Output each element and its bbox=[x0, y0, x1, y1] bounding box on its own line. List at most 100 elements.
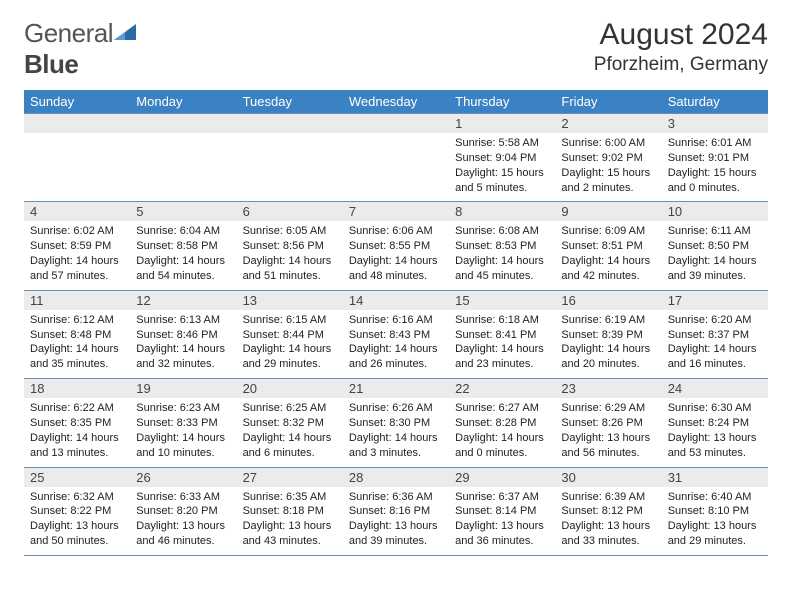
day-line: Daylight: 14 hours bbox=[455, 431, 549, 446]
day-line: Daylight: 15 hours bbox=[561, 166, 655, 181]
day-line: and 42 minutes. bbox=[561, 269, 655, 284]
day-line: Sunrise: 6:08 AM bbox=[455, 224, 549, 239]
day-line: Daylight: 14 hours bbox=[561, 254, 655, 269]
day-number: 18 bbox=[24, 379, 130, 398]
calendar-day-cell: 5Sunrise: 6:04 AMSunset: 8:58 PMDaylight… bbox=[130, 202, 236, 290]
day-line: Daylight: 14 hours bbox=[668, 254, 762, 269]
day-line: Sunrise: 6:19 AM bbox=[561, 313, 655, 328]
day-line: and 51 minutes. bbox=[243, 269, 337, 284]
calendar-day-cell: 7Sunrise: 6:06 AMSunset: 8:55 PMDaylight… bbox=[343, 202, 449, 290]
day-number: 1 bbox=[449, 114, 555, 133]
day-number: 19 bbox=[130, 379, 236, 398]
weekday-header: Sunday bbox=[24, 90, 130, 114]
day-content: Sunrise: 6:16 AMSunset: 8:43 PMDaylight:… bbox=[343, 310, 449, 378]
day-content: Sunrise: 6:29 AMSunset: 8:26 PMDaylight:… bbox=[555, 398, 661, 466]
day-line: Daylight: 14 hours bbox=[30, 254, 124, 269]
calendar-day-cell: 25Sunrise: 6:32 AMSunset: 8:22 PMDayligh… bbox=[24, 467, 130, 555]
day-line: Sunset: 8:24 PM bbox=[668, 416, 762, 431]
day-line: Sunrise: 6:37 AM bbox=[455, 490, 549, 505]
day-line: and 36 minutes. bbox=[455, 534, 549, 549]
day-line: Daylight: 14 hours bbox=[243, 431, 337, 446]
day-line: Sunset: 8:10 PM bbox=[668, 504, 762, 519]
day-line: Sunrise: 6:00 AM bbox=[561, 136, 655, 151]
day-line: Sunrise: 6:13 AM bbox=[136, 313, 230, 328]
day-content: Sunrise: 6:27 AMSunset: 8:28 PMDaylight:… bbox=[449, 398, 555, 466]
weekday-header: Tuesday bbox=[237, 90, 343, 114]
day-line: and 26 minutes. bbox=[349, 357, 443, 372]
day-content: Sunrise: 6:39 AMSunset: 8:12 PMDaylight:… bbox=[555, 487, 661, 555]
calendar-day-cell: 23Sunrise: 6:29 AMSunset: 8:26 PMDayligh… bbox=[555, 379, 661, 467]
day-line: and 54 minutes. bbox=[136, 269, 230, 284]
day-content: Sunrise: 6:23 AMSunset: 8:33 PMDaylight:… bbox=[130, 398, 236, 466]
day-line: and 2 minutes. bbox=[561, 181, 655, 196]
day-line: Sunset: 8:22 PM bbox=[30, 504, 124, 519]
calendar-day-cell: 14Sunrise: 6:16 AMSunset: 8:43 PMDayligh… bbox=[343, 290, 449, 378]
title-block: August 2024 Pforzheim, Germany bbox=[594, 18, 768, 76]
day-line: and 20 minutes. bbox=[561, 357, 655, 372]
calendar-day-cell: 26Sunrise: 6:33 AMSunset: 8:20 PMDayligh… bbox=[130, 467, 236, 555]
day-line: Sunset: 9:01 PM bbox=[668, 151, 762, 166]
day-line: Sunrise: 6:16 AM bbox=[349, 313, 443, 328]
day-line: Sunrise: 6:09 AM bbox=[561, 224, 655, 239]
calendar-day-cell: 1Sunrise: 5:58 AMSunset: 9:04 PMDaylight… bbox=[449, 114, 555, 202]
day-content: Sunrise: 6:33 AMSunset: 8:20 PMDaylight:… bbox=[130, 487, 236, 555]
day-number: 2 bbox=[555, 114, 661, 133]
day-line: and 39 minutes. bbox=[668, 269, 762, 284]
day-number: 31 bbox=[662, 468, 768, 487]
day-line: and 48 minutes. bbox=[349, 269, 443, 284]
day-line: Sunset: 8:59 PM bbox=[30, 239, 124, 254]
day-line: Sunset: 8:39 PM bbox=[561, 328, 655, 343]
day-line: and 43 minutes. bbox=[243, 534, 337, 549]
day-line: Daylight: 15 hours bbox=[455, 166, 549, 181]
calendar-day-cell: 29Sunrise: 6:37 AMSunset: 8:14 PMDayligh… bbox=[449, 467, 555, 555]
calendar-day-cell bbox=[343, 114, 449, 202]
day-line: Sunset: 8:41 PM bbox=[455, 328, 549, 343]
day-line: Daylight: 14 hours bbox=[561, 342, 655, 357]
day-number: 29 bbox=[449, 468, 555, 487]
day-line: Sunset: 8:46 PM bbox=[136, 328, 230, 343]
calendar-day-cell: 20Sunrise: 6:25 AMSunset: 8:32 PMDayligh… bbox=[237, 379, 343, 467]
day-content bbox=[237, 133, 343, 193]
day-number: 20 bbox=[237, 379, 343, 398]
day-line: Sunset: 8:51 PM bbox=[561, 239, 655, 254]
day-content: Sunrise: 6:18 AMSunset: 8:41 PMDaylight:… bbox=[449, 310, 555, 378]
day-line: Sunset: 8:28 PM bbox=[455, 416, 549, 431]
calendar-day-cell: 27Sunrise: 6:35 AMSunset: 8:18 PMDayligh… bbox=[237, 467, 343, 555]
day-content bbox=[130, 133, 236, 193]
day-line: Daylight: 14 hours bbox=[349, 342, 443, 357]
day-line: Daylight: 14 hours bbox=[455, 254, 549, 269]
calendar-day-cell: 9 Sunrise: 6:09 AMSunset: 8:51 PMDaylight… bbox=[555, 202, 661, 290]
day-line: Daylight: 14 hours bbox=[136, 342, 230, 357]
day-number: 7 bbox=[343, 202, 449, 221]
day-content: Sunrise: 6:20 AMSunset: 8:37 PMDaylight:… bbox=[662, 310, 768, 378]
day-number: 17 bbox=[662, 291, 768, 310]
day-content: Sunrise: 6:19 AMSunset: 8:39 PMDaylight:… bbox=[555, 310, 661, 378]
day-content: Sunrise: 6:04 AMSunset: 8:58 PMDaylight:… bbox=[130, 221, 236, 289]
day-line: Sunrise: 6:06 AM bbox=[349, 224, 443, 239]
day-content: Sunrise: 6:06 AMSunset: 8:55 PMDaylight:… bbox=[343, 221, 449, 289]
day-content: Sunrise: 6:11 AMSunset: 8:50 PMDaylight:… bbox=[662, 221, 768, 289]
day-content: Sunrise: 6:08 AMSunset: 8:53 PMDaylight:… bbox=[449, 221, 555, 289]
calendar-day-cell: 24Sunrise: 6:30 AMSunset: 8:24 PMDayligh… bbox=[662, 379, 768, 467]
day-number: 23 bbox=[555, 379, 661, 398]
day-content: Sunrise: 6:25 AMSunset: 8:32 PMDaylight:… bbox=[237, 398, 343, 466]
day-content bbox=[24, 133, 130, 193]
day-line: and 56 minutes. bbox=[561, 446, 655, 461]
day-line: Daylight: 13 hours bbox=[561, 431, 655, 446]
day-line: Sunrise: 6:05 AM bbox=[243, 224, 337, 239]
day-number: 5 bbox=[130, 202, 236, 221]
day-line: and 13 minutes. bbox=[30, 446, 124, 461]
day-number: 9 bbox=[555, 202, 661, 221]
day-line: Sunrise: 6:02 AM bbox=[30, 224, 124, 239]
footer-divider bbox=[24, 555, 768, 556]
calendar-day-cell: 13Sunrise: 6:15 AMSunset: 8:44 PMDayligh… bbox=[237, 290, 343, 378]
day-line: Daylight: 14 hours bbox=[349, 431, 443, 446]
day-content: Sunrise: 6:36 AMSunset: 8:16 PMDaylight:… bbox=[343, 487, 449, 555]
day-line: Sunset: 8:55 PM bbox=[349, 239, 443, 254]
calendar-day-cell: 4Sunrise: 6:02 AMSunset: 8:59 PMDaylight… bbox=[24, 202, 130, 290]
weekday-header: Saturday bbox=[662, 90, 768, 114]
day-line: and 46 minutes. bbox=[136, 534, 230, 549]
calendar-day-cell: 22Sunrise: 6:27 AMSunset: 8:28 PMDayligh… bbox=[449, 379, 555, 467]
logo: GeneralBlue bbox=[24, 18, 136, 80]
day-line: Daylight: 15 hours bbox=[668, 166, 762, 181]
